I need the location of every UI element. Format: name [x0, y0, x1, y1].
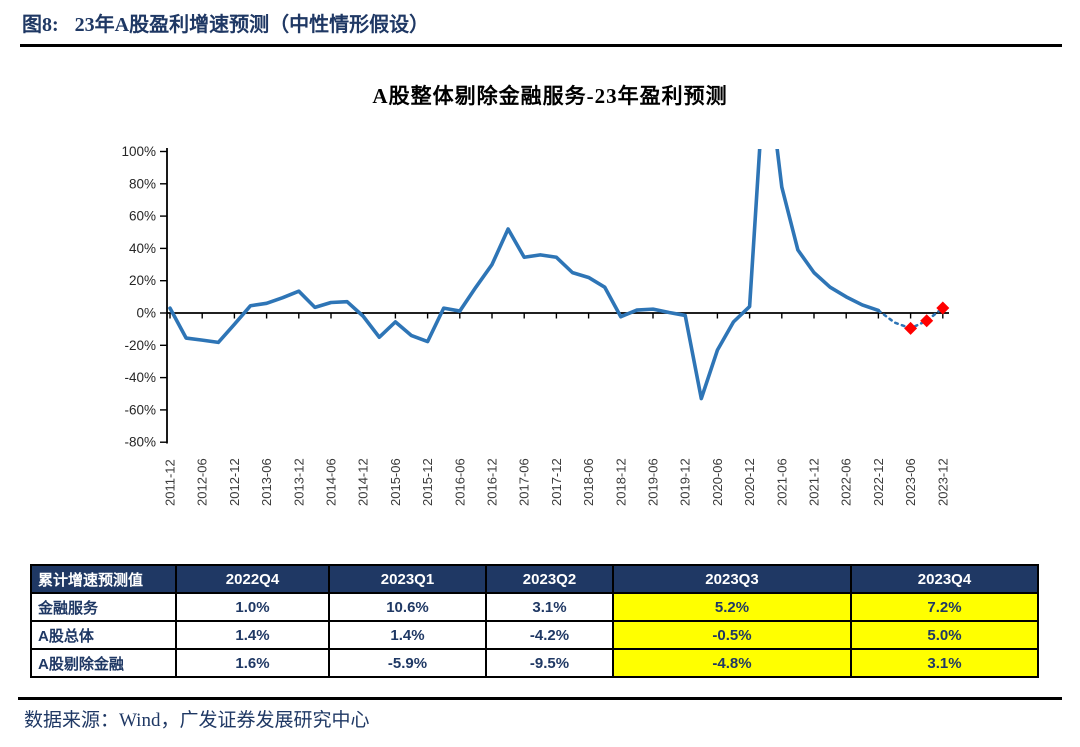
forecast-diamond-marker [920, 314, 934, 328]
forecast-diamond-marker [936, 301, 950, 315]
row-label: A股总体 [30, 620, 177, 650]
x-axis-tick-label: 2012-12 [227, 458, 242, 506]
table-cell: -4.2% [485, 620, 614, 650]
forecast-table: 累计增速预测值 2022Q4 2023Q1 2023Q2 2023Q3 2023… [30, 564, 1039, 678]
table-cell: 1.4% [328, 620, 487, 650]
x-axis-tick-label: 2017-06 [517, 458, 532, 506]
actual-growth-line [168, 149, 881, 401]
table-cell-highlighted: -0.5% [612, 620, 852, 650]
chart-title: A股整体剔除金融服务-23年盈利预测 [372, 84, 728, 108]
x-axis-tick-label: 2017-12 [549, 458, 564, 506]
x-axis-tick-label: 2016-12 [485, 458, 500, 506]
x-axis-tick-label: 2020-12 [742, 458, 757, 506]
x-axis-tick-label: 2022-06 [839, 458, 854, 506]
figure-header-title: 23年A股盈利增速预测（中性情形假设） [74, 14, 430, 36]
table-cell: -5.9% [328, 648, 487, 678]
x-axis-tick-label: 2022-12 [871, 458, 886, 506]
y-axis-tick-label: 40% [129, 241, 156, 256]
y-axis-tick-label: -40% [124, 370, 156, 385]
x-axis-tick-label: 2018-06 [581, 458, 596, 506]
x-axis-tick-label: 2015-06 [388, 458, 403, 506]
forecast-diamond-marker [904, 321, 918, 335]
table-cell-highlighted: 3.1% [850, 648, 1039, 678]
table-header-cell: 2023Q3 [612, 564, 852, 594]
header-divider-line [20, 44, 1062, 47]
table-cell-highlighted: -4.8% [612, 648, 852, 678]
table-header-cell: 2022Q4 [175, 564, 330, 594]
table-header-cell: 2023Q4 [850, 564, 1039, 594]
x-axis-tick-label: 2014-12 [356, 458, 371, 506]
x-axis-tick-label: 2019-12 [678, 458, 693, 506]
data-source-text: 数据来源：Wind，广发证券发展研究中心 [24, 710, 370, 731]
figure-label: 图8: [22, 14, 59, 36]
x-axis-tick-label: 2021-12 [807, 458, 822, 506]
x-axis-tick-label: 2019-06 [646, 458, 661, 506]
x-axis-tick-label: 2013-12 [291, 458, 306, 506]
table-cell-highlighted: 7.2% [850, 592, 1039, 622]
table-header-row: 累计增速预测值 2022Q4 2023Q1 2023Q2 2023Q3 2023… [30, 564, 1039, 594]
row-label: A股剔除金融 [30, 648, 177, 678]
table-cell: 1.0% [175, 592, 330, 622]
table-header-cell: 2023Q1 [328, 564, 487, 594]
x-axis-tick-label: 2016-06 [452, 458, 467, 506]
table-row: A股总体 1.4% 1.4% -4.2% -0.5% 5.0% [30, 620, 1039, 650]
x-axis-tick-label: 2020-06 [710, 458, 725, 506]
table-cell: 10.6% [328, 592, 487, 622]
y-axis-tick-label: 100% [121, 144, 156, 159]
y-axis-tick-label: 80% [129, 176, 156, 191]
x-axis-tick-label: 2023-06 [903, 458, 918, 506]
table-cell-highlighted: 5.2% [612, 592, 852, 622]
table-row: 金融服务 1.0% 10.6% 3.1% 5.2% 7.2% [30, 592, 1039, 622]
y-axis-tick-label: -80% [124, 435, 156, 450]
earnings-line-chart: 100% 80% 60% 40% 20% 0% -20% -40% -60% -80% 2011-1… [121, 144, 950, 506]
table-row: A股剔除金融 1.6% -5.9% -9.5% -4.8% 3.1% [30, 648, 1039, 678]
x-axis-tick-label: 2018-12 [613, 458, 628, 506]
table-cell-highlighted: 5.0% [850, 620, 1039, 650]
table-cell: -9.5% [485, 648, 614, 678]
x-axis-tick-label: 2015-12 [420, 458, 435, 506]
y-axis-tick-label: -20% [124, 338, 156, 353]
x-axis-tick-label: 2012-06 [195, 458, 210, 506]
y-axis-tick-label: 0% [136, 306, 156, 321]
y-axis-tick-label: 20% [129, 273, 156, 288]
figure-header: 图8: 23年A股盈利增速预测（中性情形假设） [22, 8, 429, 37]
table-header-cell: 累计增速预测值 [30, 564, 177, 594]
x-axis-tick-label: 2023-12 [935, 458, 950, 506]
table-cell: 1.4% [175, 620, 330, 650]
footer-divider-line [18, 697, 1062, 700]
x-axis-tick-label: 2014-06 [324, 458, 339, 506]
row-label: 金融服务 [30, 592, 177, 622]
y-axis-tick-label: -60% [124, 402, 156, 417]
x-axis-tick-label: 2013-06 [259, 458, 274, 506]
y-axis-tick-label: 60% [129, 209, 156, 224]
x-axis-tick-label: 2021-06 [774, 458, 789, 506]
table-cell: 3.1% [485, 592, 614, 622]
x-axis-tick-label: 2011-12 [163, 459, 178, 506]
table-cell: 1.6% [175, 648, 330, 678]
table-header-cell: 2023Q2 [485, 564, 614, 594]
